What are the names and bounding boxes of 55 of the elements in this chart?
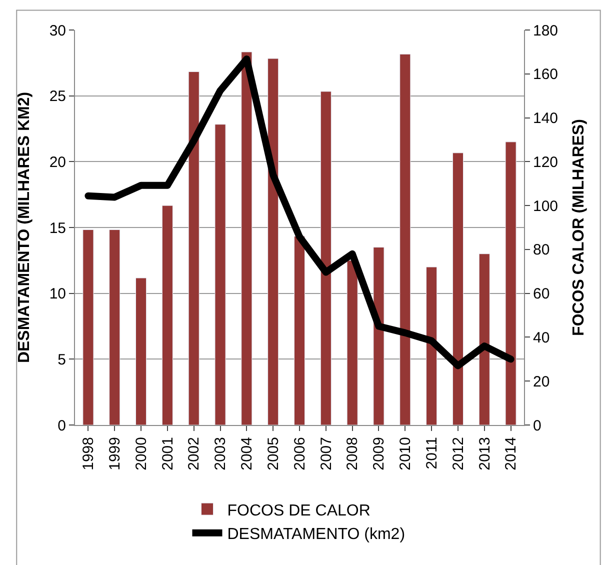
x-tick-label: 2013 — [476, 437, 494, 470]
bar — [452, 152, 464, 425]
x-tick-label: 2012 — [450, 437, 467, 470]
x-tick-label: 1998 — [80, 437, 98, 470]
bar — [373, 247, 384, 425]
bar — [214, 124, 226, 425]
y2-axis-title: FOCOS CALOR (MILHARES) — [570, 119, 588, 336]
bar — [188, 71, 200, 425]
bar — [400, 54, 411, 425]
x-tick-label: 2002 — [186, 437, 203, 470]
y2-tick-label: 100 — [533, 198, 558, 215]
y-tick-label: 5 — [58, 351, 66, 368]
y2-tick-label: 60 — [533, 286, 550, 303]
bar — [478, 254, 490, 425]
y2-tick-label: 180 — [533, 22, 558, 40]
y-tick-label: 25 — [49, 88, 66, 106]
y2-tick-label: 20 — [533, 373, 550, 390]
y2-tick-label: 120 — [533, 154, 558, 171]
x-tick-label: 2008 — [344, 437, 362, 470]
bar — [241, 52, 252, 425]
y-tick-label: 30 — [49, 22, 66, 40]
x-tick-label: 2003 — [212, 437, 230, 470]
x-tick-label: 2011 — [423, 437, 440, 470]
bar — [82, 229, 94, 425]
bar — [109, 229, 120, 425]
y-tick-label: 15 — [49, 220, 66, 237]
x-tick-label: 2010 — [397, 437, 414, 470]
x-tick-label: 2000 — [132, 437, 150, 470]
legend-label: FOCOS DE CALOR — [227, 502, 370, 520]
x-tick-label: 2005 — [264, 437, 282, 470]
x-tick-label: 2001 — [159, 437, 176, 470]
y-tick-label: 10 — [49, 286, 66, 303]
bar — [320, 91, 332, 425]
y-tick-label: 0 — [58, 417, 66, 434]
bar — [346, 260, 358, 425]
y2-tick-label: 80 — [533, 242, 550, 259]
bar — [426, 266, 438, 425]
x-tick-label: 2007 — [318, 437, 335, 470]
bar — [162, 205, 173, 425]
x-tick-label: 2006 — [291, 437, 308, 470]
y-axis-title: DESMATAMENTO (MILHARES KM2) — [16, 92, 34, 364]
y2-tick-label: 140 — [533, 110, 558, 128]
y-tick-label: 20 — [49, 154, 66, 171]
bar — [505, 142, 516, 425]
x-tick-label: 2014 — [502, 437, 520, 470]
bar — [136, 278, 147, 425]
x-tick-label: 2009 — [370, 437, 388, 470]
x-tick-label: 1999 — [106, 437, 124, 470]
bar — [268, 58, 279, 425]
legend-label: DESMATAMENTO (km2) — [227, 526, 406, 544]
y2-tick-label: 0 — [533, 417, 542, 434]
y2-tick-label: 160 — [533, 66, 558, 84]
x-tick-label: 2004 — [238, 437, 256, 470]
bar — [294, 236, 306, 425]
y2-tick-label: 40 — [533, 329, 550, 346]
